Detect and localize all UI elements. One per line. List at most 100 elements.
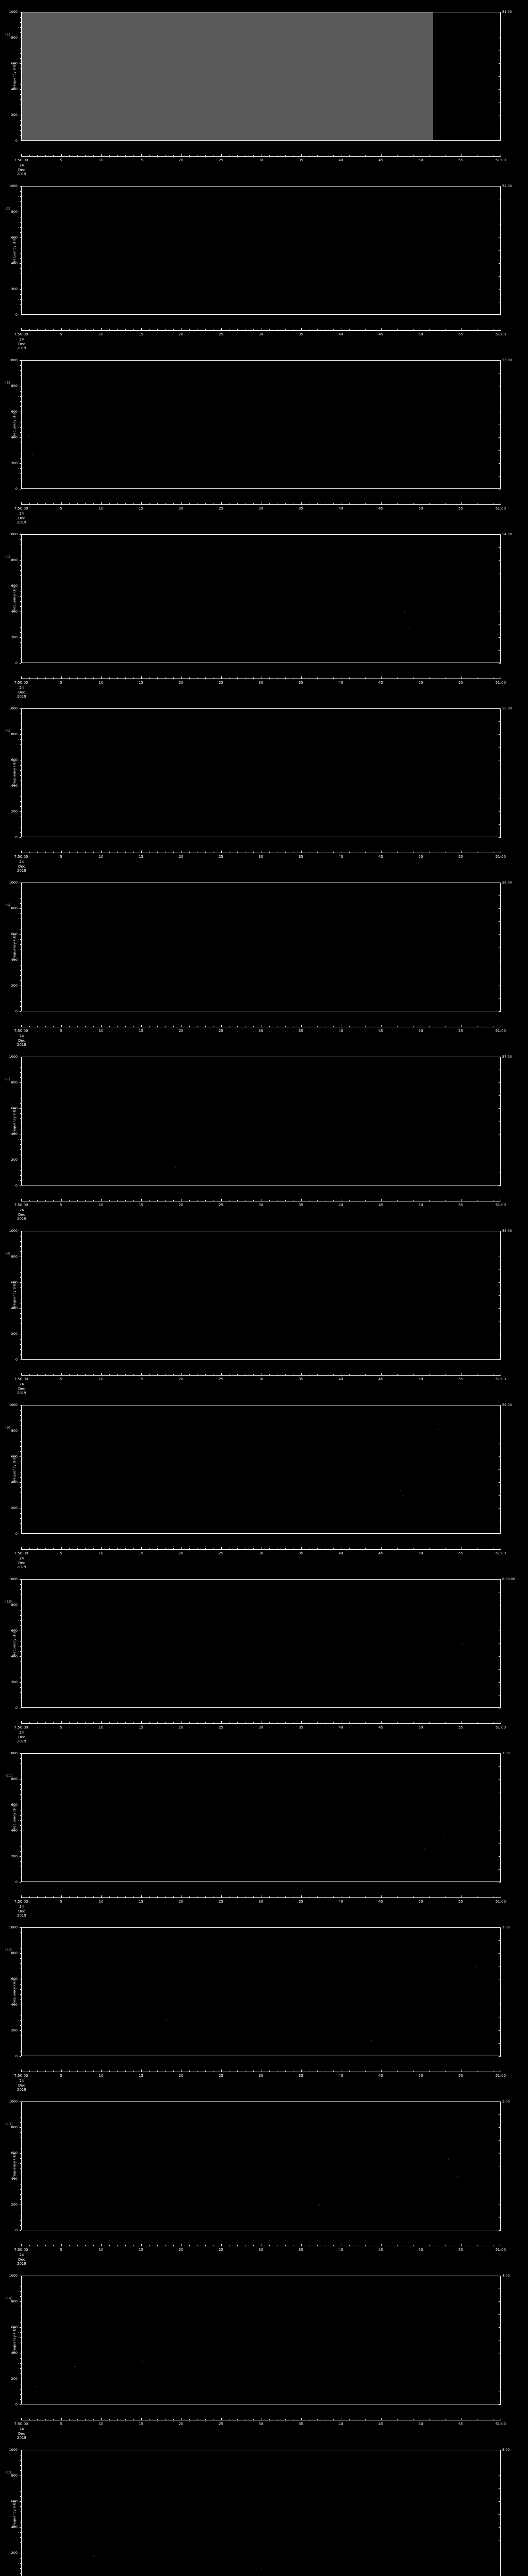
x-minor-tick <box>412 2245 414 2246</box>
y-tick-label: 800 <box>11 210 18 214</box>
y-minor-tick <box>20 2337 21 2338</box>
x-minor-tick <box>133 852 134 853</box>
plot-area[interactable] <box>21 12 501 141</box>
x-minor-tick <box>285 2071 286 2072</box>
right-axis-tick <box>499 250 500 251</box>
y-tick-label: 800 <box>11 2473 18 2478</box>
y-minor-tick <box>20 2225 21 2226</box>
x-minor-tick <box>157 1374 158 1375</box>
y-axis-label: Frequency (Hz) <box>12 1282 16 1309</box>
x-minor-tick <box>349 1026 350 1027</box>
x-minor-tick <box>333 1722 334 1723</box>
x-minor-tick <box>157 1026 158 1027</box>
x-tick-label: 20 <box>178 1203 184 1207</box>
x-minor-tick <box>69 852 70 853</box>
plot-area[interactable] <box>21 708 501 837</box>
y-minor-tick <box>20 2568 21 2569</box>
y-minor-tick <box>20 1963 21 1964</box>
x-tick-label: 20 <box>178 681 184 685</box>
x-minor-tick <box>149 2245 150 2246</box>
x-minor-tick <box>149 155 150 156</box>
plot-area[interactable] <box>21 1231 501 1360</box>
y-minor-tick <box>20 258 21 259</box>
y-tick-label: 800 <box>11 36 18 40</box>
x-tick-label: 15 <box>139 1725 143 1730</box>
x-minor-tick <box>269 503 270 504</box>
y-minor-tick <box>20 729 21 730</box>
x-tick-mark <box>381 1025 382 1027</box>
y-minor-tick <box>20 1149 21 1150</box>
x-minor-tick <box>365 852 366 853</box>
plot-area[interactable] <box>21 1753 501 1882</box>
y-minor-tick <box>20 201 21 202</box>
right-axis-tick <box>499 2514 500 2515</box>
plot-area[interactable] <box>21 186 501 315</box>
y-tick-label: 200 <box>11 2028 18 2032</box>
x-tick-label: 25 <box>219 506 223 511</box>
x-minor-tick <box>125 155 126 156</box>
spectrogram-detection <box>93 2555 95 2557</box>
plot-area[interactable] <box>21 1579 501 1708</box>
right-axis-tick <box>499 463 501 464</box>
plot-area[interactable] <box>21 2276 501 2404</box>
panel-8: (8) Frequency (Hz) 0 200 400 600 800 1000 58:00 7… <box>0 1229 528 1395</box>
x-tick-mark <box>61 502 62 504</box>
x-tick-mark <box>61 676 62 679</box>
y-tick-label: 400 <box>11 2177 18 2181</box>
x-minor-tick <box>269 329 270 330</box>
y-minor-tick <box>20 2465 21 2466</box>
plot-area[interactable] <box>21 2450 501 2576</box>
y-axis-label: Frequency (Hz) <box>12 2501 16 2528</box>
plot-area[interactable] <box>21 883 501 1011</box>
x-tick-mark <box>381 1373 382 1375</box>
x-tick-mark <box>381 676 382 679</box>
x-minor-tick <box>29 155 30 156</box>
x-minor-tick <box>317 1374 318 1375</box>
x-minor-tick <box>237 155 238 156</box>
y-tick-mark <box>20 2404 21 2405</box>
y-tick-label: 1000 <box>9 706 18 710</box>
x-minor-tick <box>133 329 134 330</box>
y-axis-label: Frequency (Hz) <box>12 1108 16 1134</box>
plot-area[interactable] <box>21 360 501 489</box>
x-tick-mark <box>181 1373 182 1375</box>
y-minor-tick <box>20 1287 21 1288</box>
plot-area[interactable] <box>21 1405 501 1534</box>
x-tick-label: 50 <box>418 332 423 336</box>
right-edge-time-label: 3:00 <box>502 2099 510 2104</box>
plot-area[interactable] <box>21 2102 501 2230</box>
x-minor-tick <box>349 329 350 330</box>
x-minor-tick <box>29 2071 30 2072</box>
x-minor-tick <box>77 852 78 853</box>
x-tick-mark <box>141 1547 142 1549</box>
x-tick-mark <box>221 851 222 853</box>
x-minor-tick <box>125 2245 126 2246</box>
y-tick-mark <box>20 1282 21 1283</box>
x-tick-label: 15 <box>139 158 143 162</box>
plot-area[interactable] <box>21 1057 501 1185</box>
plot-area[interactable] <box>21 1927 501 2056</box>
right-axis-tick <box>499 824 500 825</box>
y-tick-mark <box>20 1482 21 1483</box>
x-minor-tick <box>133 1548 134 1549</box>
x-tick-label: 10 <box>98 681 104 685</box>
x-tick-label: 50 <box>418 1900 423 1904</box>
x-tick-label: 7:50:00 <box>14 1203 28 1207</box>
x-tick-label: 10 <box>98 332 104 336</box>
y-minor-tick <box>20 1180 21 1181</box>
y-tick-label: 600 <box>11 584 18 588</box>
x-minor-tick <box>365 1200 366 1201</box>
y-minor-tick <box>20 2470 21 2471</box>
x-minor-tick <box>333 677 334 679</box>
x-tick-mark <box>101 1373 102 1375</box>
y-minor-tick <box>20 570 21 571</box>
x-tick-label: 51:00 <box>495 1029 506 1033</box>
x-tick-label: 45 <box>378 332 383 336</box>
x-minor-tick <box>93 1548 94 1549</box>
plot-area[interactable] <box>21 534 501 663</box>
x-minor-tick <box>412 852 414 853</box>
x-minor-tick <box>77 677 78 679</box>
y-minor-tick <box>20 365 21 366</box>
x-minor-tick <box>77 1374 78 1375</box>
x-minor-tick <box>85 329 86 330</box>
